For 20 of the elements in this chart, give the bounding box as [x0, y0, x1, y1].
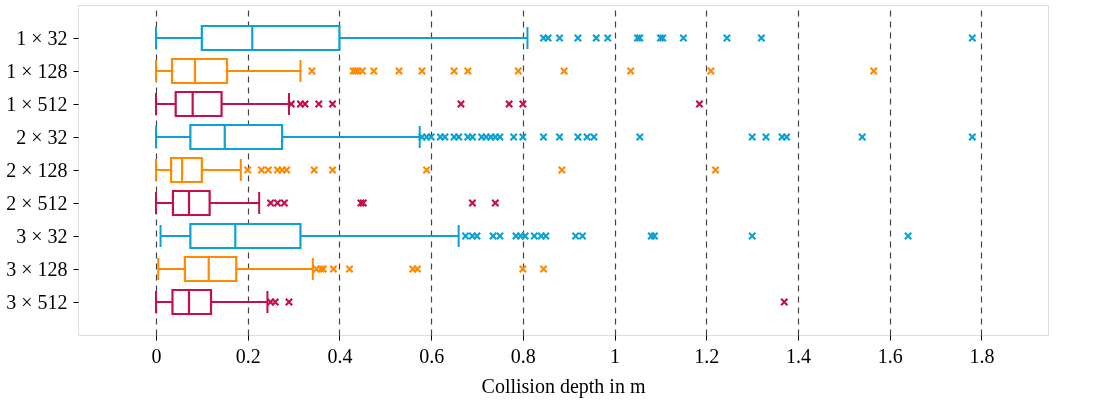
x-tick-label: 1.6 [877, 344, 903, 367]
y-tick-label: 2 × 512 [6, 191, 68, 214]
x-tick-label: 1.2 [694, 344, 720, 367]
x-tick-label: 1.4 [786, 344, 812, 367]
x-tick-label: 0.6 [419, 344, 445, 367]
x-tick-label: 1 [610, 344, 621, 367]
x-tick-label: 0.8 [510, 344, 536, 367]
y-tick-label: 1 × 32 [16, 26, 68, 49]
y-tick-label: 2 × 32 [16, 125, 68, 148]
y-tick-label: 3 × 32 [16, 224, 68, 247]
y-tick-label: 3 × 128 [6, 257, 68, 280]
y-tick-label: 1 × 128 [6, 59, 68, 82]
x-tick-label: 0.4 [327, 344, 353, 367]
y-tick-label: 3 × 512 [6, 290, 68, 313]
x-tick-label: 0 [151, 344, 162, 367]
x-tick-label: 0.2 [235, 344, 261, 367]
x-axis-title: Collision depth in m [481, 374, 646, 398]
y-tick-label: 2 × 128 [6, 158, 68, 181]
x-tick-label: 1.8 [969, 344, 995, 367]
y-tick-label: 1 × 512 [6, 92, 68, 115]
